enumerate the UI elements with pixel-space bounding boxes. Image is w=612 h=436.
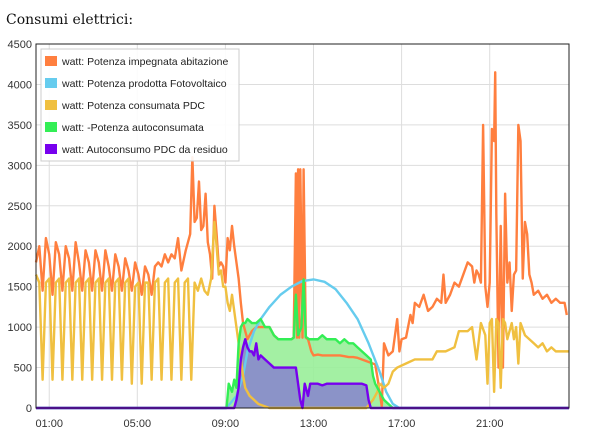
legend-label: watt: -Potenza autoconsumata [61,122,204,134]
legend-swatch [45,100,57,110]
legend-box [40,48,240,162]
x-tick-label: 05:00 [124,418,152,430]
y-tick-label: 4500 [8,39,32,51]
legend-label: watt: Potenza prodotta Fotovoltaico [61,78,227,90]
y-tick-label: 3000 [8,160,32,172]
y-tick-label: 500 [14,363,32,375]
y-tick-label: 0 [26,403,32,415]
legend-swatch [45,56,57,66]
series-line [34,220,569,410]
x-tick-label: 21:00 [476,418,504,430]
legend-label: watt: Potenza impegnata abitazione [61,56,229,68]
legend: watt: Potenza impegnata abitazione watt: … [40,48,240,162]
x-tick-label: 01:00 [35,418,63,430]
y-tick-label: 1500 [8,282,32,294]
x-tick-label: 13:00 [300,418,328,430]
y-axis: 0 500 1000 1500 2000 2500 3000 3500 4000 4500 [8,39,32,415]
y-tick-label: 1000 [8,322,32,334]
series-layer [34,71,569,410]
plot-frame [35,43,570,409]
y-tick-label: 2500 [8,201,32,213]
y-tick-label: 4000 [8,79,32,91]
legend-swatch [45,122,57,132]
series-area [36,279,569,408]
y-tick-label: 2000 [8,241,32,253]
legend-swatch [45,78,57,88]
legend-swatch [45,144,57,154]
series-line [36,338,569,410]
x-axis: 01:00 05:00 09:00 13:00 17:00 21:00 [35,418,503,430]
series-line [34,71,568,408]
series-line [36,278,569,410]
x-tick-label: 09:00 [212,418,240,430]
x-tick-label: 17:00 [388,418,416,430]
legend-label: watt: Potenza consumata PDC [61,100,205,112]
legend-label: watt: Autoconsumo PDC da residuo [61,144,228,156]
y-tick-label: 3500 [8,120,32,132]
page-title: Consumi elettrici: [6,12,134,28]
